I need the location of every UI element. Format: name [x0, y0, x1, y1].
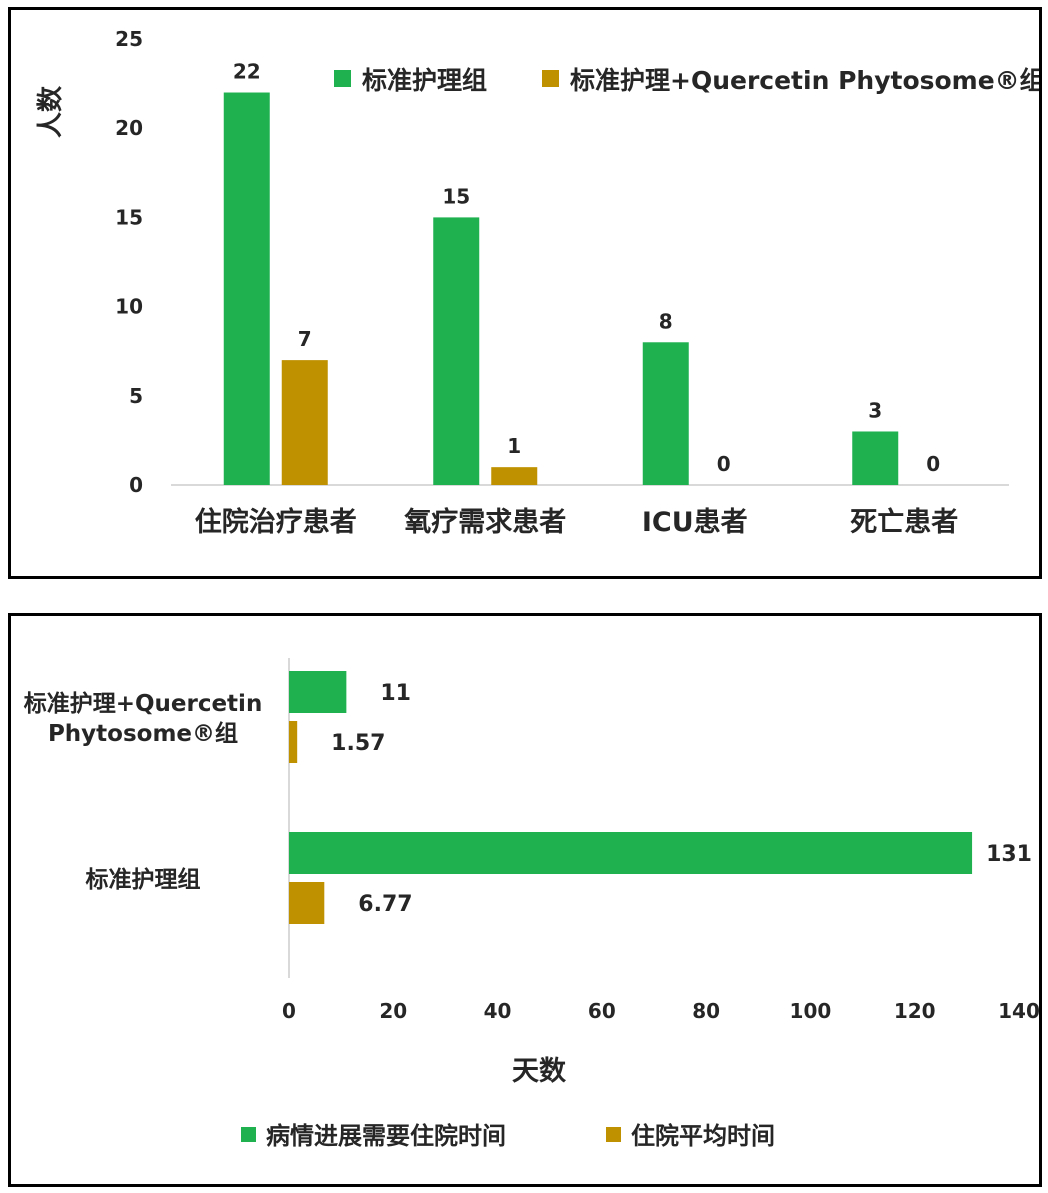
x-tick-label: 100	[790, 999, 832, 1023]
bar-avg-stay-days	[289, 721, 298, 763]
x-tick-label: 0	[282, 999, 296, 1023]
x-category-label: ICU患者	[642, 507, 748, 538]
bar-quercetin	[491, 467, 538, 485]
bar-avg-stay-days	[289, 882, 325, 924]
y-tick-label: 0	[129, 473, 143, 497]
bottom-chart-panel: 0 20 40 60 80 100 120 140 天数 11 1.57 标准护理+Quercetin…	[8, 613, 1042, 1187]
legend-quercetin-label: 标准护理+Quercetin Phytosome®组	[570, 66, 1039, 95]
bar-value-label: 6.77	[358, 892, 412, 917]
bar-quercetin	[281, 360, 328, 485]
legend-avg-stay-swatch	[606, 1127, 621, 1142]
x-tick-label: 60	[588, 999, 616, 1023]
bar-value-label: 0	[717, 452, 731, 476]
bar-value-label: 8	[659, 309, 673, 333]
legend-standard-label: 标准护理组	[362, 66, 487, 95]
bar-value-label: 15	[442, 184, 470, 208]
legend-quercetin-swatch	[542, 70, 559, 87]
y-tick-label: 5	[129, 384, 143, 408]
y-tick-label: 20	[115, 116, 143, 140]
y-axis-title: 人数	[36, 85, 66, 138]
y-category-label: 标准护理组	[86, 866, 201, 893]
bar-progression-days	[289, 671, 347, 713]
y-tick-label: 10	[115, 295, 143, 319]
x-tick-label: 80	[692, 999, 720, 1023]
x-category-label: 死亡患者	[850, 507, 958, 538]
x-tick-label: 140	[998, 999, 1039, 1023]
bar-value-label: 22	[233, 60, 261, 84]
top-chart-panel: 0 5 10 15 20 25 人数 22 7 住院治疗患者 15 1 氧疗需求患者 8 0 ICU患者 3 0 死…	[8, 7, 1042, 579]
x-tick-label: 20	[379, 999, 407, 1023]
bar-value-label: 0	[926, 452, 940, 476]
legend-progression-swatch	[241, 1127, 256, 1142]
bar-value-label: 3	[868, 398, 882, 422]
bar-progression-days	[289, 832, 973, 874]
y-category-label: Phytosome®组	[48, 720, 238, 747]
y-category-label: 标准护理+Quercetin	[24, 690, 263, 717]
bar-standard	[223, 92, 270, 486]
bar-value-label: 1	[507, 434, 521, 458]
bar-standard	[433, 217, 480, 485]
bar-value-label: 1.57	[331, 731, 385, 756]
bar-value-label: 7	[298, 327, 312, 351]
x-category-label: 住院治疗患者	[195, 506, 357, 538]
bar-value-label: 11	[380, 681, 411, 706]
x-axis-title: 天数	[512, 1056, 567, 1087]
bar-standard	[852, 431, 899, 485]
patient-count-bar-chart: 0 5 10 15 20 25 人数 22 7 住院治疗患者 15 1 氧疗需求患者 8 0 ICU患者 3 0 死…	[36, 27, 1039, 538]
legend-standard-swatch	[334, 70, 351, 87]
days-horizontal-bar-chart: 0 20 40 60 80 100 120 140 天数 11 1.57 标准护理+Quercetin…	[24, 658, 1039, 1150]
y-tick-label: 15	[115, 205, 143, 229]
legend-avg-stay-label: 住院平均时间	[631, 1122, 775, 1150]
x-tick-label: 120	[894, 999, 936, 1023]
y-tick-label: 25	[115, 27, 143, 51]
bar-value-label: 131	[986, 842, 1032, 867]
x-tick-label: 40	[484, 999, 512, 1023]
bar-standard	[642, 342, 689, 485]
x-category-label: 氧疗需求患者	[403, 506, 566, 538]
legend-progression-label: 病情进展需要住院时间	[266, 1122, 506, 1150]
